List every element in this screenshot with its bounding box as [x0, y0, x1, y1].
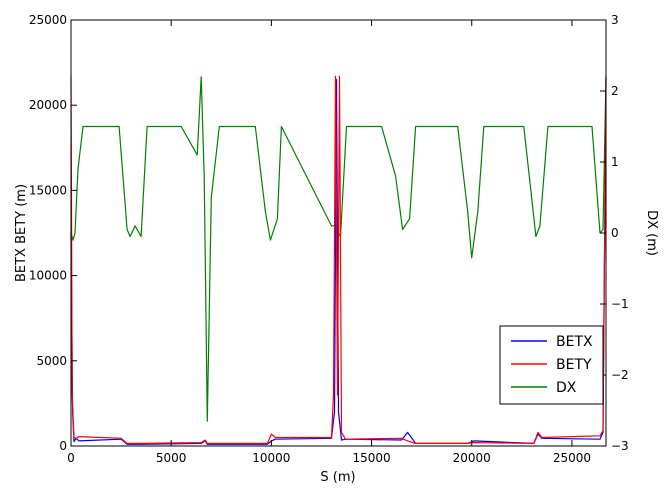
x-tick-label: 20000 — [453, 451, 491, 465]
legend-label-betx: BETX — [556, 334, 593, 350]
y-left-tick-label: 20000 — [29, 98, 67, 112]
y-left-tick-label: 5000 — [36, 354, 67, 368]
y-left-tick-label: 25000 — [29, 13, 67, 27]
y-right-tick-label: 0 — [611, 226, 619, 240]
legend-label-bety: BETY — [556, 357, 592, 373]
x-axis-label: S (m) — [320, 470, 355, 485]
x-tick-label: 10000 — [252, 451, 290, 465]
series-line-dx — [70, 76, 607, 422]
legend-label-dx: DX — [556, 380, 577, 396]
ticks-layer: 0 5000 10000 15000 20000 25000 0 5000 10000 15000… — [29, 13, 629, 465]
legend-box — [499, 325, 604, 405]
y-right-tick-label: 2 — [611, 84, 619, 98]
series-line-bety — [70, 75, 607, 444]
y-left-tick-label: 0 — [59, 439, 67, 453]
y-right-tick-label: 3 — [611, 13, 619, 27]
y-right-tick-label: −2 — [611, 368, 629, 382]
y-right-tick-label: −3 — [611, 439, 629, 453]
series-layer — [70, 75, 607, 445]
x-tick-label: 0 — [67, 451, 75, 465]
y-right-tick-label: 1 — [611, 155, 619, 169]
y-right-axis-label: DX (m) — [644, 210, 659, 256]
y-left-tick-label: 10000 — [29, 269, 67, 283]
y-left-axis-label: BETX BETY (m) — [14, 184, 29, 282]
y-right-tick-label: −1 — [611, 297, 629, 311]
x-tick-label: 15000 — [352, 451, 390, 465]
x-tick-label: 25000 — [553, 451, 591, 465]
x-tick-label: 5000 — [156, 451, 187, 465]
legend: BETX BETY DX — [499, 325, 604, 405]
y-left-tick-label: 15000 — [29, 183, 67, 197]
